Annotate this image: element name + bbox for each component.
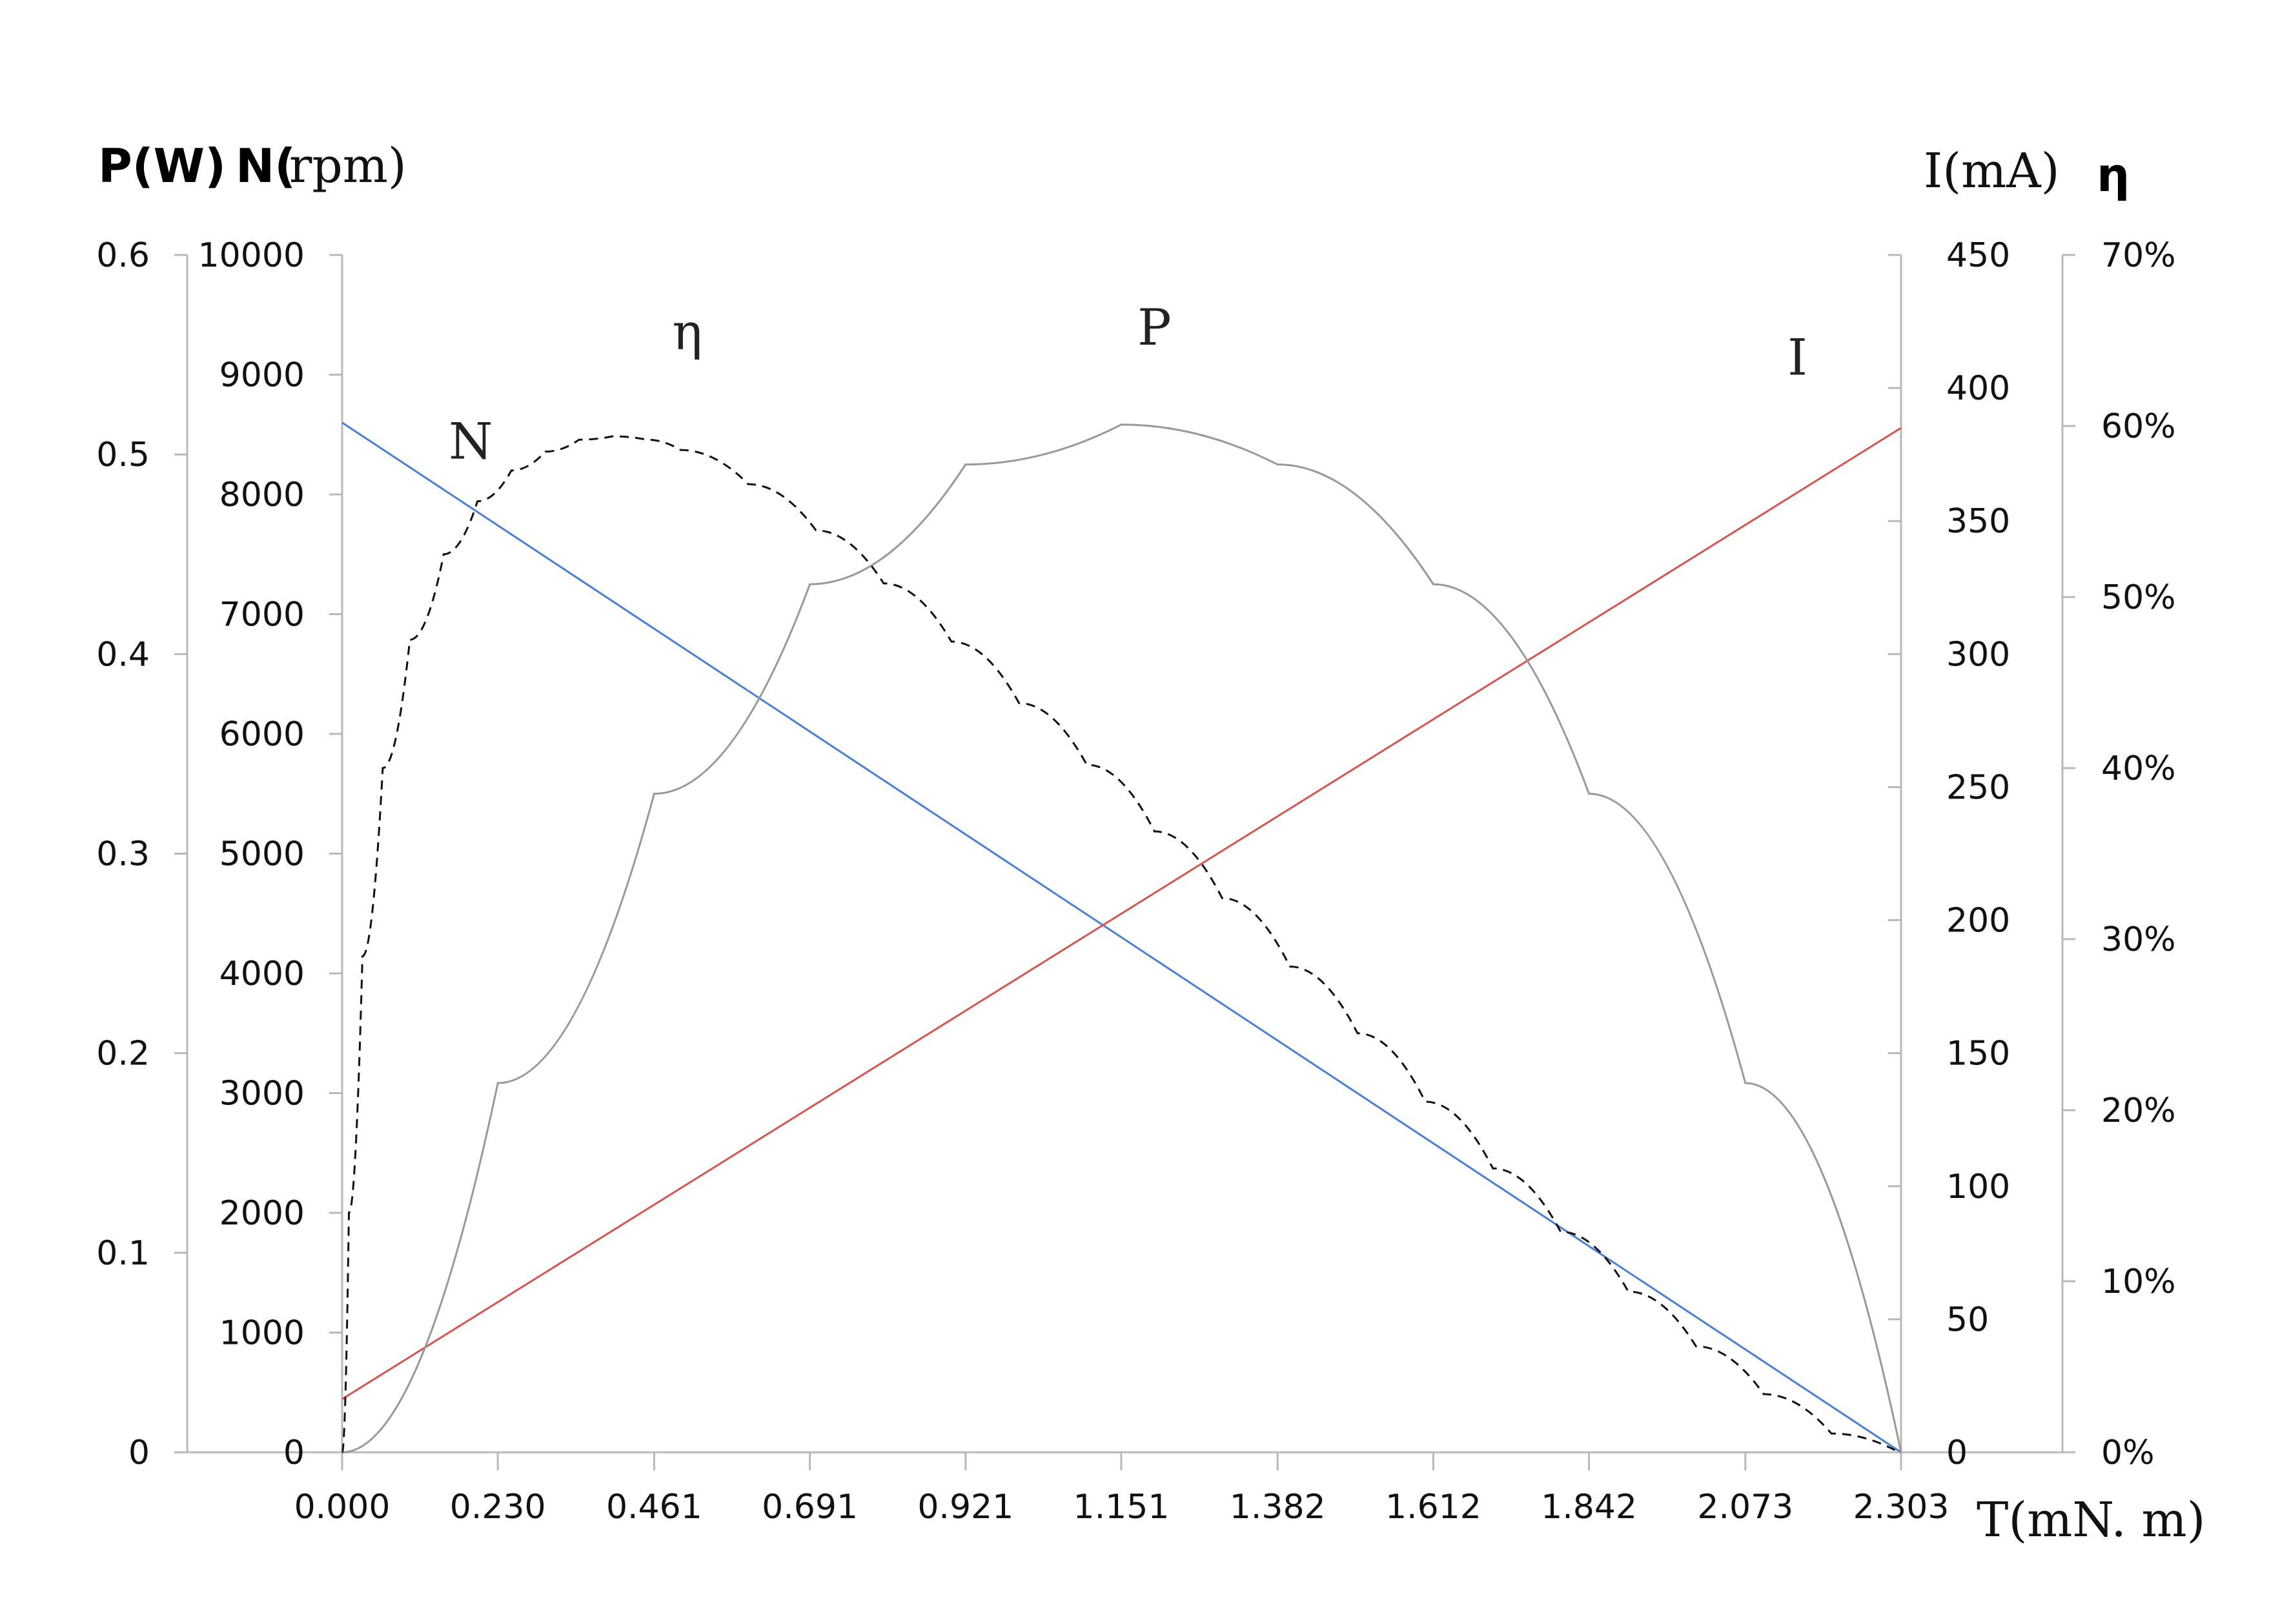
curve-label-eta: η	[672, 303, 702, 361]
eta-tick-label: 40%	[2101, 749, 2176, 788]
n-tick-label: 3000	[219, 1075, 305, 1113]
n-axis-title-prefix: N(	[236, 139, 296, 193]
i-tick-label: 100	[1946, 1168, 2010, 1206]
i-tick-label: 250	[1946, 768, 2010, 807]
eta-tick-label: 50%	[2101, 578, 2176, 617]
p-tick-label: 0	[128, 1434, 150, 1472]
n-tick-label: 5000	[219, 835, 305, 874]
n-tick-label: 2000	[219, 1194, 305, 1233]
p-tick-label: 0.4	[96, 635, 150, 674]
p-tick-label: 0.3	[96, 835, 150, 874]
x-tick-label: 1.612	[1385, 1488, 1481, 1527]
x-tick-label: 0.921	[917, 1488, 1013, 1527]
i-tick-label: 300	[1946, 635, 2010, 674]
x-tick-label: 1.382	[1230, 1488, 1326, 1527]
n-tick-label: 4000	[219, 955, 305, 993]
eta-tick-label: 0%	[2101, 1434, 2155, 1472]
i-tick-label: 150	[1946, 1035, 2010, 1073]
series-eta	[341, 435, 1900, 1454]
p-tick-label: 0.1	[96, 1234, 150, 1273]
x-tick-label: 2.073	[1697, 1488, 1793, 1527]
x-tick-label: 0.461	[606, 1488, 702, 1527]
eta-tick-label: 20%	[2101, 1091, 2176, 1130]
eta-tick-label: 10%	[2101, 1263, 2176, 1301]
eta-tick-label: 60%	[2101, 407, 2176, 446]
eta-axis-title: η	[2097, 148, 2130, 202]
n-tick-label: 9000	[219, 356, 305, 395]
i-tick-label: 350	[1946, 502, 2010, 541]
curve-label-n: N	[449, 412, 493, 471]
i-tick-label: 0	[1946, 1434, 1968, 1472]
x-tick-label: 2.303	[1853, 1488, 1949, 1527]
p-tick-label: 0.6	[96, 236, 150, 275]
i-tick-label: 200	[1946, 902, 2010, 940]
i-axis-title: I(mA)	[1924, 143, 2060, 199]
curve-label-i: I	[1787, 329, 1807, 387]
n-tick-label: 6000	[219, 715, 305, 754]
n-axis-title-unit: rpm)	[289, 138, 407, 194]
n-tick-label: 7000	[219, 596, 305, 634]
x-tick-label: 0.230	[450, 1488, 546, 1527]
n-tick-label: 0	[283, 1434, 305, 1472]
p-tick-label: 0.2	[96, 1035, 150, 1073]
eta-tick-label: 70%	[2101, 236, 2176, 275]
eta-tick-label: 30%	[2101, 920, 2176, 959]
series-n	[341, 421, 1902, 1454]
p-tick-label: 0.5	[96, 436, 150, 474]
curve-label-p: P	[1137, 299, 1171, 357]
i-tick-label: 450	[1946, 236, 2010, 275]
n-tick-label: 1000	[219, 1314, 305, 1353]
x-tick-label: 0.691	[762, 1488, 858, 1527]
n-tick-label: 8000	[219, 476, 305, 514]
p-axis-title: P(W)	[98, 139, 226, 193]
x-tick-label: 0.000	[294, 1488, 391, 1527]
x-tick-label: 1.842	[1541, 1488, 1637, 1527]
i-tick-label: 50	[1946, 1301, 1989, 1339]
series-p	[341, 423, 1902, 1454]
title-layer: P(W) N( rpm) I(mA) η T(mN. m)	[98, 138, 2206, 1548]
label-layer: Nη P I	[449, 299, 1807, 471]
x-tick-label: 1.151	[1073, 1488, 1170, 1527]
n-tick-label: 10000	[198, 236, 305, 275]
series-layer	[341, 421, 1902, 1454]
tick-layer: 00.10.20.30.40.50.6010002000300040005000…	[96, 236, 2175, 1527]
x-axis-title: T(mN. m)	[1977, 1492, 2206, 1548]
i-tick-label: 400	[1946, 369, 2010, 408]
series-i	[341, 427, 1902, 1400]
